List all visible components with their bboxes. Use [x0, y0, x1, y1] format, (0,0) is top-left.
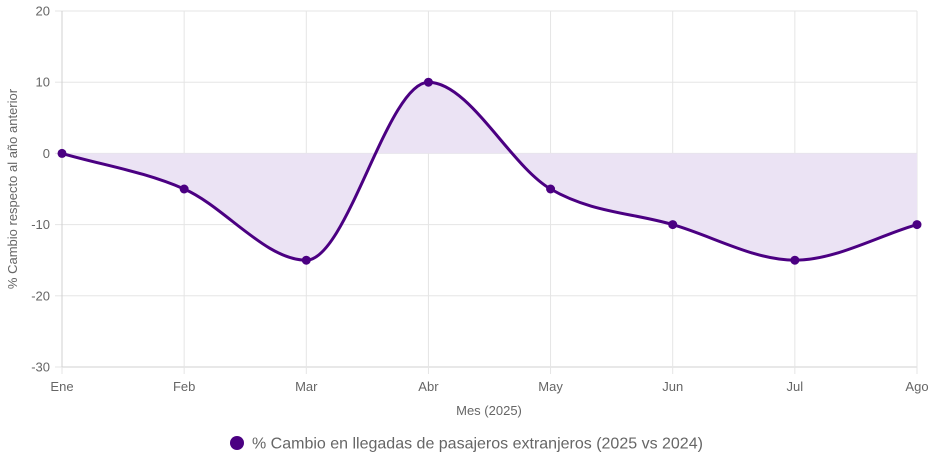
area-fill-group [62, 82, 917, 261]
y-tick-label: 20 [36, 4, 50, 19]
data-point-jun[interactable] [668, 220, 678, 230]
series-line [60, 80, 919, 262]
data-point-abr[interactable] [423, 77, 433, 87]
y-tick-label: -10 [31, 217, 50, 232]
y-tick-label: -30 [31, 360, 50, 375]
series-line-group [60, 80, 919, 262]
x-axis-ticks: Ene Feb Mar Abr May Jun Jul Ago [50, 379, 928, 394]
x-tick-label: Ago [905, 379, 928, 394]
y-tick-label: -20 [31, 288, 50, 303]
data-point-jul[interactable] [790, 255, 800, 265]
data-point-ene[interactable] [57, 148, 67, 158]
x-tick-label: Abr [418, 379, 439, 394]
x-tick-label: Feb [173, 379, 195, 394]
series-area-fill [62, 82, 917, 261]
data-point-mar[interactable] [301, 255, 311, 265]
y-tick-label: 10 [36, 75, 50, 90]
x-axis-title: Mes (2025) [456, 403, 522, 418]
data-point-feb[interactable] [179, 184, 189, 194]
x-tick-label: Jul [787, 379, 804, 394]
x-tick-label: May [538, 379, 563, 394]
y-axis-ticks: 20 10 0 -10 -20 -30 [31, 4, 50, 375]
x-tick-label: Ene [50, 379, 73, 394]
x-tick-label: Mar [295, 379, 318, 394]
legend-marker [230, 436, 244, 450]
y-tick-label: 0 [43, 146, 50, 161]
y-axis-title: % Cambio respecto al año anterior [5, 88, 20, 289]
x-tick-label: Jun [662, 379, 683, 394]
legend[interactable]: % Cambio en llegadas de pasajeros extran… [230, 436, 703, 453]
legend-label: % Cambio en llegadas de pasajeros extran… [252, 436, 703, 453]
data-points-group [57, 77, 922, 265]
data-point-ago[interactable] [912, 220, 922, 230]
data-point-may[interactable] [546, 184, 556, 194]
